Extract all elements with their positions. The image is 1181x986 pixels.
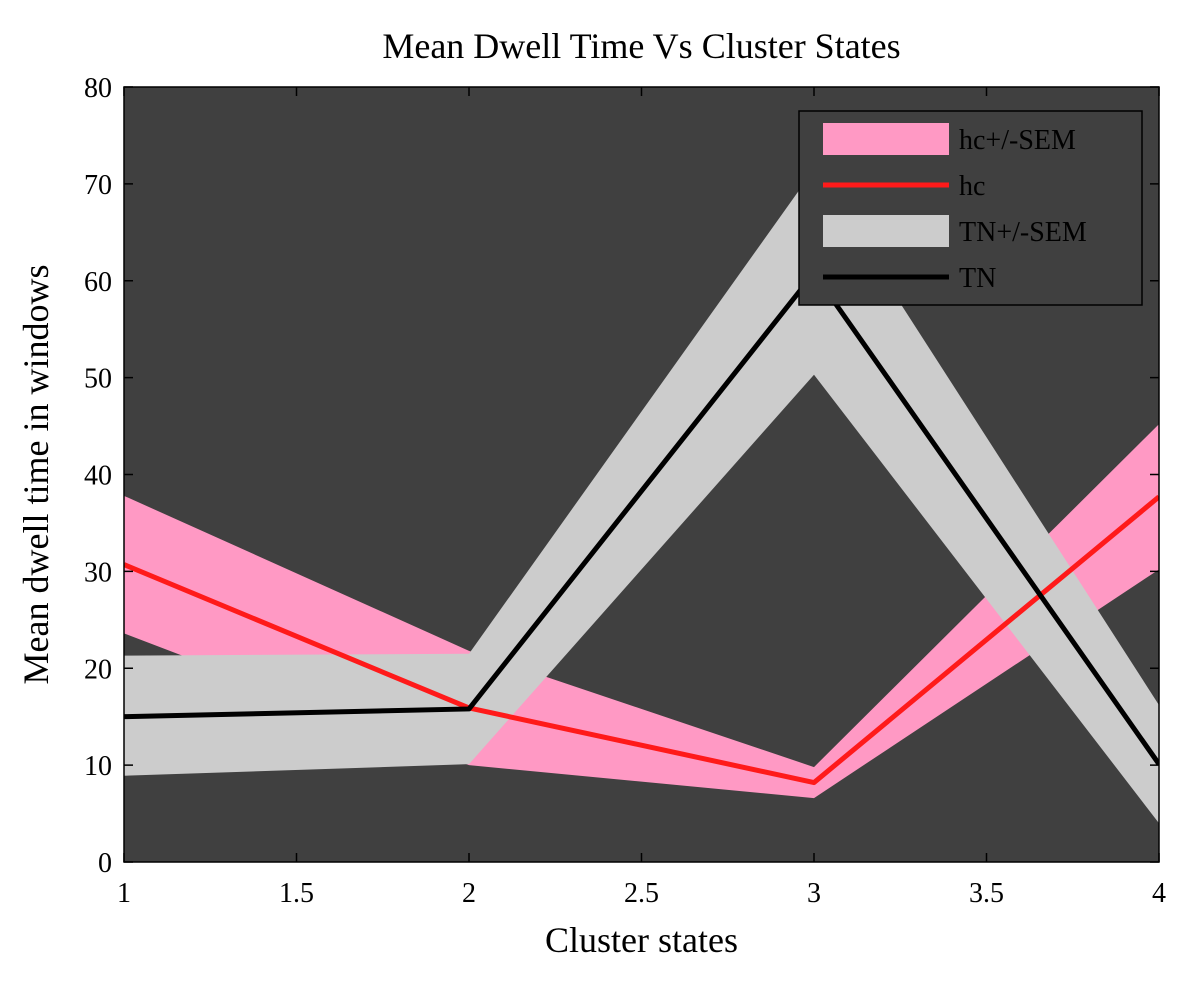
y-tick-label: 30 [84,557,112,588]
x-tick-label: 3 [807,878,821,909]
x-tick-label: 1.5 [279,878,314,909]
y-tick-label: 50 [84,364,112,395]
y-tick-label: 80 [84,73,112,104]
y-tick-label: 60 [84,267,112,298]
legend-label: TN [959,263,996,294]
x-tick-label: 1 [117,878,131,909]
y-tick-label: 20 [84,654,112,685]
legend-swatch-band [823,215,949,247]
chart-title: Mean Dwell Time Vs Cluster States [382,26,900,66]
band-tn [124,169,1159,824]
x-tick-label: 3.5 [969,878,1004,909]
series-lines [124,270,1159,786]
x-tick-label: 4 [1152,878,1166,909]
y-tick-label: 70 [84,170,112,201]
y-axis: 0 10 20 30 40 50 60 70 80 [84,73,1159,879]
y-axis-label: Mean dwell time in windows [16,265,56,685]
legend-label: TN+/-SEM [959,217,1087,248]
y-tick-label: 10 [84,751,112,782]
legend: hc+/-SEM hc TN+/-SEM TN [798,110,1143,306]
x-tick-label: 2 [462,878,476,909]
x-axis-label: Cluster states [545,920,738,960]
x-tick-label: 2.5 [624,878,659,909]
sem-bands [124,169,1159,824]
line-tn [124,270,1159,766]
y-tick-label: 0 [98,848,112,879]
x-axis: 1 1.5 2 2.5 3 3.5 4 [117,87,1166,909]
legend-swatch-band [823,123,949,155]
legend-label: hc+/-SEM [959,125,1076,156]
line-hc [124,494,1159,786]
y-tick-label: 40 [84,461,112,492]
legend-label: hc [959,171,985,202]
